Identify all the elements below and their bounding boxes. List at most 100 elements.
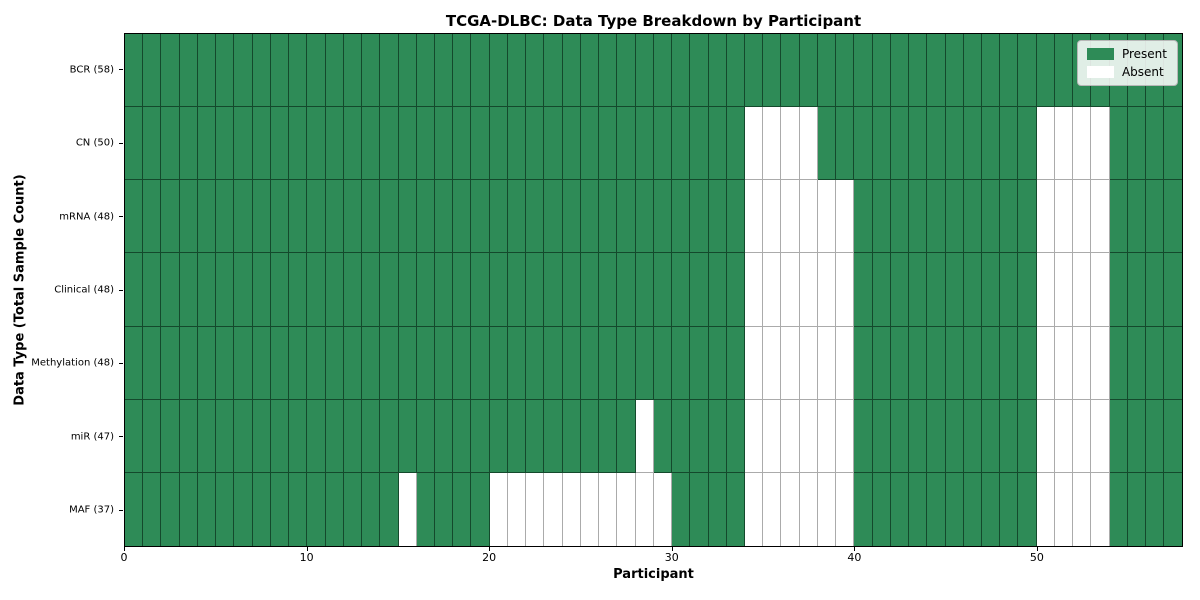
heatmap-cell (708, 253, 727, 327)
heatmap-row-Clinical (125, 253, 1182, 327)
heatmap-cell (216, 399, 235, 473)
heatmap-cell (872, 180, 891, 254)
heatmap-cell (362, 253, 381, 327)
heatmap-cell (635, 34, 654, 108)
heatmap-cell (1109, 180, 1128, 254)
heatmap-cell (982, 399, 1001, 473)
heatmap-cell (890, 180, 910, 254)
heatmap-cell (544, 34, 563, 108)
heatmap-cell (343, 399, 363, 473)
present-swatch-icon (1086, 48, 1114, 60)
heatmap-cell (179, 472, 198, 546)
chart-title: TCGA-DLBC: Data Type Breakdown by Partic… (445, 12, 862, 30)
heatmap-cell (1000, 326, 1019, 400)
heatmap-cell (197, 472, 217, 546)
heatmap-cell (197, 253, 217, 327)
heatmap-cell (307, 180, 326, 254)
heatmap-cell (744, 34, 764, 108)
heatmap-cell (854, 326, 873, 400)
heatmap-cell (854, 34, 873, 108)
heatmap-cell (234, 472, 253, 546)
heatmap-cell (416, 180, 435, 254)
heatmap-cell (471, 399, 490, 473)
heatmap-cell (252, 326, 271, 400)
y-tick-label: CN (50) (75, 137, 114, 149)
heatmap-cell (1036, 180, 1055, 254)
heatmap-cell (1036, 472, 1055, 546)
heatmap-row-CN (125, 107, 1182, 181)
heatmap-cell (726, 399, 745, 473)
heatmap-cell (307, 107, 326, 181)
heatmap-cell (635, 180, 654, 254)
heatmap-cell (270, 472, 290, 546)
x-tick-mark (854, 547, 856, 551)
heatmap-cell (179, 253, 198, 327)
heatmap-cell (489, 253, 508, 327)
heatmap-cell (143, 253, 162, 327)
heatmap-row-BCR (125, 34, 1182, 108)
heatmap-cell (1018, 253, 1037, 327)
heatmap-cell (507, 107, 527, 181)
heatmap-cell (599, 107, 618, 181)
heatmap-cell (562, 326, 581, 400)
y-tick-label: Clinical (48) (54, 284, 114, 296)
heatmap-cell (817, 180, 837, 254)
heatmap-cell (289, 180, 308, 254)
heatmap-cell (307, 326, 326, 400)
heatmap-cell (125, 326, 144, 400)
heatmap-cell (945, 326, 964, 400)
heatmap-cell (599, 180, 618, 254)
heatmap-cell (927, 107, 946, 181)
heatmap-cell (653, 107, 673, 181)
heatmap-cell (982, 472, 1001, 546)
heatmap-cell (252, 34, 271, 108)
heatmap-cell (781, 326, 800, 400)
heatmap-cell (799, 253, 818, 327)
heatmap-cell (1109, 399, 1128, 473)
heatmap-cell (1054, 107, 1074, 181)
heatmap-cell (617, 253, 636, 327)
heatmap-cell (708, 34, 727, 108)
heatmap-cell (708, 326, 727, 400)
heatmap-cell (909, 253, 928, 327)
heatmap-cell (1109, 326, 1128, 400)
heatmap-cell (507, 34, 527, 108)
heatmap-cell (526, 472, 545, 546)
heatmap-cell (653, 399, 673, 473)
heatmap-cell (617, 180, 636, 254)
heatmap-cell (817, 399, 837, 473)
heatmap-cell (1073, 326, 1092, 400)
heatmap-cell (617, 34, 636, 108)
heatmap-cell (1146, 399, 1165, 473)
heatmap-cell (325, 34, 344, 108)
heatmap-cell (1146, 253, 1165, 327)
heatmap-cell (963, 399, 983, 473)
heatmap-cell (580, 399, 600, 473)
heatmap-cell (1000, 399, 1019, 473)
heatmap-cell (416, 253, 435, 327)
heatmap-cell (872, 34, 891, 108)
heatmap-cell (289, 253, 308, 327)
heatmap-cell (672, 399, 691, 473)
heatmap-cell (270, 253, 290, 327)
heatmap-cell (963, 107, 983, 181)
heatmap-cell (143, 326, 162, 400)
heatmap-cell (781, 253, 800, 327)
heatmap-cell (161, 107, 180, 181)
heatmap-cell (1091, 472, 1110, 546)
heatmap-cell (854, 399, 873, 473)
heatmap-cell (672, 472, 691, 546)
heatmap-cell (781, 107, 800, 181)
heatmap-cell (270, 326, 290, 400)
heatmap-cell (289, 472, 308, 546)
heatmap-cell (434, 34, 454, 108)
heatmap-cell (453, 472, 472, 546)
heatmap-cell (672, 253, 691, 327)
heatmap-cell (817, 253, 837, 327)
heatmap-cell (453, 326, 472, 400)
heatmap-cell (1018, 34, 1037, 108)
heatmap-cell (1127, 326, 1147, 400)
legend: Present Absent (1076, 40, 1178, 86)
heatmap-cell (744, 472, 764, 546)
